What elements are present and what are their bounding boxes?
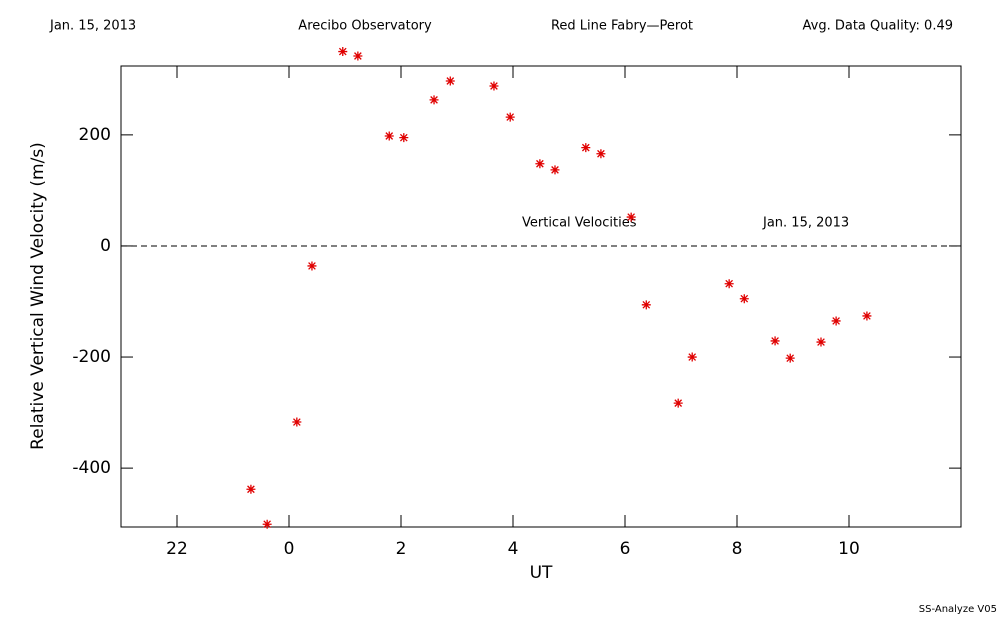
- point: [816, 337, 826, 347]
- header-instrument: Red Line Fabry—Perot: [551, 19, 693, 34]
- point: [262, 519, 272, 529]
- point: [862, 311, 872, 321]
- point: [724, 279, 734, 289]
- point: [641, 300, 651, 310]
- point: [338, 47, 348, 57]
- point: [739, 294, 749, 304]
- header-date: Jan. 15, 2013: [49, 19, 136, 34]
- point: [550, 165, 560, 175]
- point: [292, 417, 302, 427]
- x-axis-label: UT: [530, 563, 553, 583]
- x-tick-label: 4: [508, 539, 519, 559]
- point: [399, 133, 409, 143]
- point: [831, 316, 841, 326]
- x-tick-label: 8: [732, 539, 743, 559]
- point: [445, 76, 455, 86]
- point: [770, 336, 780, 346]
- y-tick-label: 0: [100, 236, 111, 256]
- point: [353, 51, 363, 61]
- annotation: Jan. 15, 2013: [762, 216, 849, 231]
- point: [505, 112, 515, 122]
- header-quality: Avg. Data Quality: 0.49: [803, 19, 953, 34]
- x-tick-label: 22: [166, 539, 188, 559]
- point: [785, 353, 795, 363]
- y-axis-label: Relative Vertical Wind Velocity (m/s): [28, 142, 48, 450]
- point: [535, 159, 545, 169]
- y-tick-label: 200: [79, 125, 111, 145]
- y-tick-label: -400: [72, 458, 111, 478]
- footer: SS-Analyze V05: [919, 604, 997, 615]
- y-tick-label: -200: [72, 347, 111, 367]
- point: [429, 95, 439, 105]
- x-tick-label: 6: [620, 539, 631, 559]
- point: [687, 352, 697, 362]
- x-tick-label: 0: [284, 539, 295, 559]
- point: [246, 484, 256, 494]
- point: [581, 143, 591, 153]
- point: [384, 131, 394, 141]
- plot-frame: [120, 65, 962, 528]
- point: [626, 212, 636, 222]
- point: [673, 398, 683, 408]
- point: [489, 81, 499, 91]
- x-tick-label: 10: [838, 539, 860, 559]
- x-tick-label: 2: [396, 539, 407, 559]
- header-site: Arecibo Observatory: [298, 19, 432, 34]
- point: [307, 261, 317, 271]
- annotation: Vertical Velocities: [522, 216, 637, 231]
- point: [596, 149, 606, 159]
